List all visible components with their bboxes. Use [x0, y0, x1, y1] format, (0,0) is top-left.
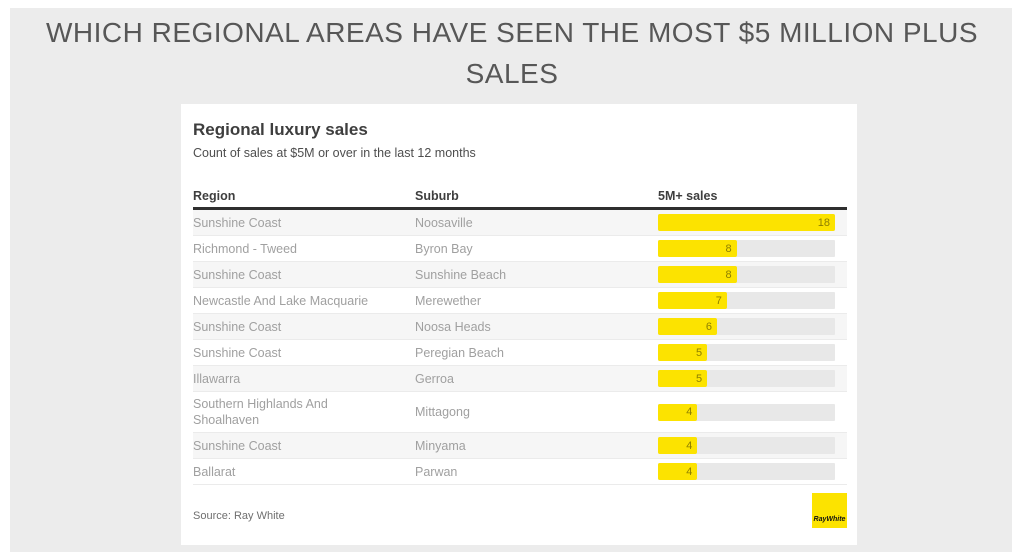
raywhite-logo: RayWhite: [812, 493, 847, 528]
bar-value-label: 8: [725, 268, 732, 281]
raywhite-logo-text: RayWhite: [813, 516, 846, 523]
bar: 4: [658, 403, 698, 421]
region-cell: Richmond - Tweed: [193, 241, 297, 256]
table-row: Sunshine Coast Minyama 4: [193, 433, 847, 459]
bar-track: 4: [658, 463, 835, 480]
bar: 8: [658, 266, 737, 283]
column-header-suburb: Suburb: [415, 188, 459, 203]
table-row: Richmond - Tweed Byron Bay 8: [193, 236, 847, 262]
source-attribution: Source: Ray White: [193, 510, 285, 522]
bar: 7: [658, 292, 727, 309]
bar-cell: 6: [658, 314, 847, 339]
bar: 4: [658, 463, 698, 480]
bar-value-label: 5: [696, 372, 703, 385]
bar-cell: 5: [658, 340, 847, 365]
region-cell: Sunshine Coast: [193, 215, 282, 230]
table-row: Illawarra Gerroa 5: [193, 366, 847, 392]
bar-value-label: 8: [725, 242, 732, 255]
suburb-cell: Noosa Heads: [415, 319, 491, 334]
suburb-cell: Noosaville: [415, 215, 473, 230]
bar-track: 4: [658, 437, 835, 454]
bar-cell: 7: [658, 288, 847, 313]
bar-cell: 4: [658, 459, 847, 484]
chart-subtitle: Count of sales at $5M or over in the las…: [193, 146, 476, 160]
column-header-region: Region: [193, 188, 236, 203]
region-cell: Southern Highlands And Shoalhaven: [193, 397, 328, 427]
bar-track: 18: [658, 214, 835, 231]
region-cell: Sunshine Coast: [193, 345, 282, 360]
bar-value-label: 7: [715, 294, 722, 307]
bar-cell: 4: [658, 400, 847, 425]
bar: 4: [658, 437, 698, 454]
suburb-cell: Peregian Beach: [415, 345, 504, 360]
bar-cell: 18: [658, 210, 847, 235]
bar-track: 7: [658, 292, 835, 309]
bar-cell: 8: [658, 262, 847, 287]
region-cell: Sunshine Coast: [193, 438, 282, 453]
bar: 18: [658, 214, 835, 231]
bar-value-label: 5: [696, 346, 703, 359]
region-cell: Sunshine Coast: [193, 319, 282, 334]
bar-track: 8: [658, 266, 835, 283]
table-row: Southern Highlands And Shoalhaven Mittag…: [193, 392, 847, 433]
bar-value-label: 6: [705, 320, 712, 333]
bar: 5: [658, 344, 708, 361]
table-row: Ballarat Parwan 4: [193, 459, 847, 485]
bar: 6: [658, 318, 717, 335]
bar-value-label: 4: [686, 465, 693, 478]
bar-cell: 8: [658, 236, 847, 261]
bar-track: 6: [658, 318, 835, 335]
suburb-cell: Gerroa: [415, 371, 454, 386]
table-row: Sunshine Coast Noosaville 18: [193, 210, 847, 236]
table-header-row: Region Suburb 5M+ sales: [193, 184, 847, 210]
table-row: Newcastle And Lake Macquarie Merewether …: [193, 288, 847, 314]
bar-track: 8: [658, 240, 835, 257]
region-cell: Newcastle And Lake Macquarie: [193, 293, 369, 308]
report-card: Regional luxury sales Count of sales at …: [181, 104, 857, 545]
region-cell: Ballarat: [193, 464, 236, 479]
bar-value-label: 18: [817, 216, 830, 229]
bar-track: 5: [658, 344, 835, 361]
table-row: Sunshine Coast Peregian Beach 5: [193, 340, 847, 366]
table-row: Sunshine Coast Noosa Heads 6: [193, 314, 847, 340]
suburb-cell: Sunshine Beach: [415, 267, 507, 282]
bar-track: 4: [658, 403, 835, 421]
chart-title: Regional luxury sales: [193, 120, 368, 139]
bar-value-label: 4: [686, 406, 693, 418]
bar-value-label: 4: [686, 439, 693, 452]
region-cell: Illawarra: [193, 371, 241, 386]
bar-cell: 5: [658, 366, 847, 391]
bar-track: 5: [658, 370, 835, 387]
suburb-cell: Parwan: [415, 464, 458, 479]
page-title-text: WHICH REGIONAL AREAS HAVE SEEN THE MOST …: [45, 17, 979, 89]
suburb-cell: Mittagong: [415, 405, 470, 419]
bar: 8: [658, 240, 737, 257]
suburb-cell: Merewether: [415, 293, 481, 308]
suburb-cell: Minyama: [415, 438, 466, 453]
table-row: Sunshine Coast Sunshine Beach 8: [193, 262, 847, 288]
sales-table: Region Suburb 5M+ sales Sunshine Coast N…: [193, 184, 847, 485]
bar-cell: 4: [658, 433, 847, 458]
column-header-sales: 5M+ sales: [658, 188, 718, 203]
region-cell: Sunshine Coast: [193, 267, 282, 282]
page-title: WHICH REGIONAL AREAS HAVE SEEN THE MOST …: [0, 12, 1024, 94]
suburb-cell: Byron Bay: [415, 241, 473, 256]
bar: 5: [658, 370, 708, 387]
